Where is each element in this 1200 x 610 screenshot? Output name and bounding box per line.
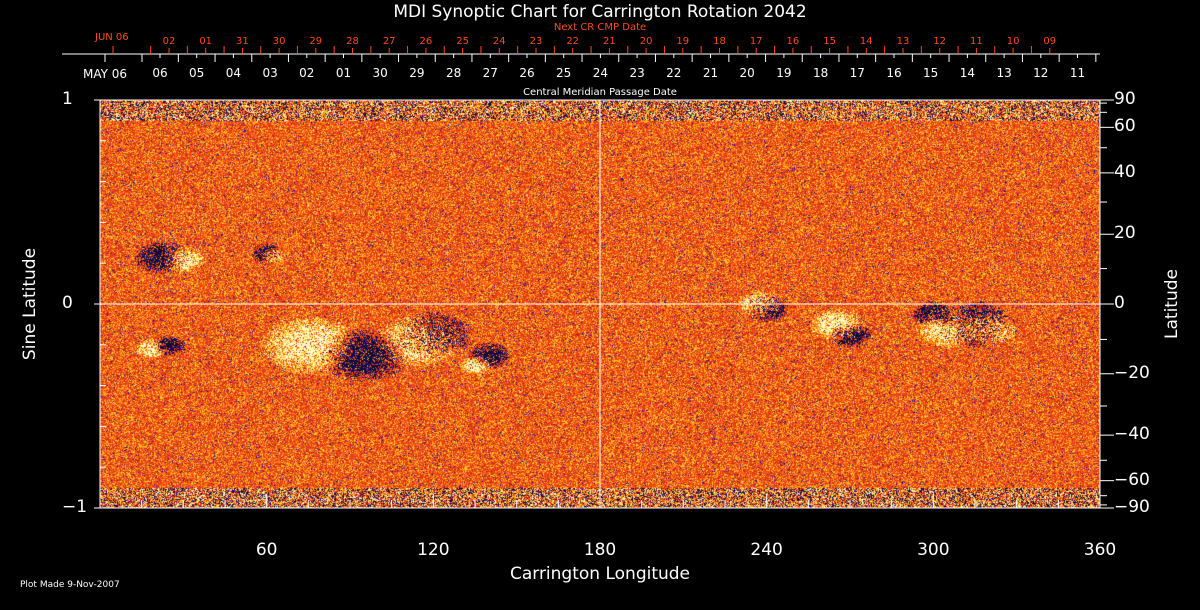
x-tick-label: 60 <box>256 540 278 560</box>
y-right-tick-label: −60 <box>1114 470 1150 490</box>
y-axis-right-label: Latitude <box>1162 269 1182 339</box>
y-left-tick-label: −1 <box>62 497 87 517</box>
y-right-tick-label: 20 <box>1114 223 1136 243</box>
x-tick-label: 180 <box>584 540 616 560</box>
y-axis-left-label: Sine Latitude <box>20 248 40 360</box>
y-right-tick-label: −40 <box>1114 424 1150 444</box>
x-tick-label: 300 <box>917 540 949 560</box>
chart-axes <box>0 0 1200 610</box>
y-right-tick-label: 40 <box>1114 162 1136 182</box>
y-right-tick-label: −20 <box>1114 363 1150 383</box>
y-right-tick-label: −90 <box>1114 497 1150 517</box>
x-axis-label: Carrington Longitude <box>510 564 690 584</box>
x-tick-label: 120 <box>417 540 449 560</box>
y-left-tick-label: 0 <box>62 293 73 313</box>
plot-made-footer: Plot Made 9-Nov-2007 <box>20 580 120 590</box>
y-left-tick-label: 1 <box>62 89 73 109</box>
x-tick-label: 240 <box>750 540 782 560</box>
y-right-tick-label: 90 <box>1114 89 1136 109</box>
x-tick-label: 360 <box>1084 540 1116 560</box>
y-right-tick-label: 0 <box>1114 293 1125 313</box>
y-right-tick-label: 60 <box>1114 116 1136 136</box>
